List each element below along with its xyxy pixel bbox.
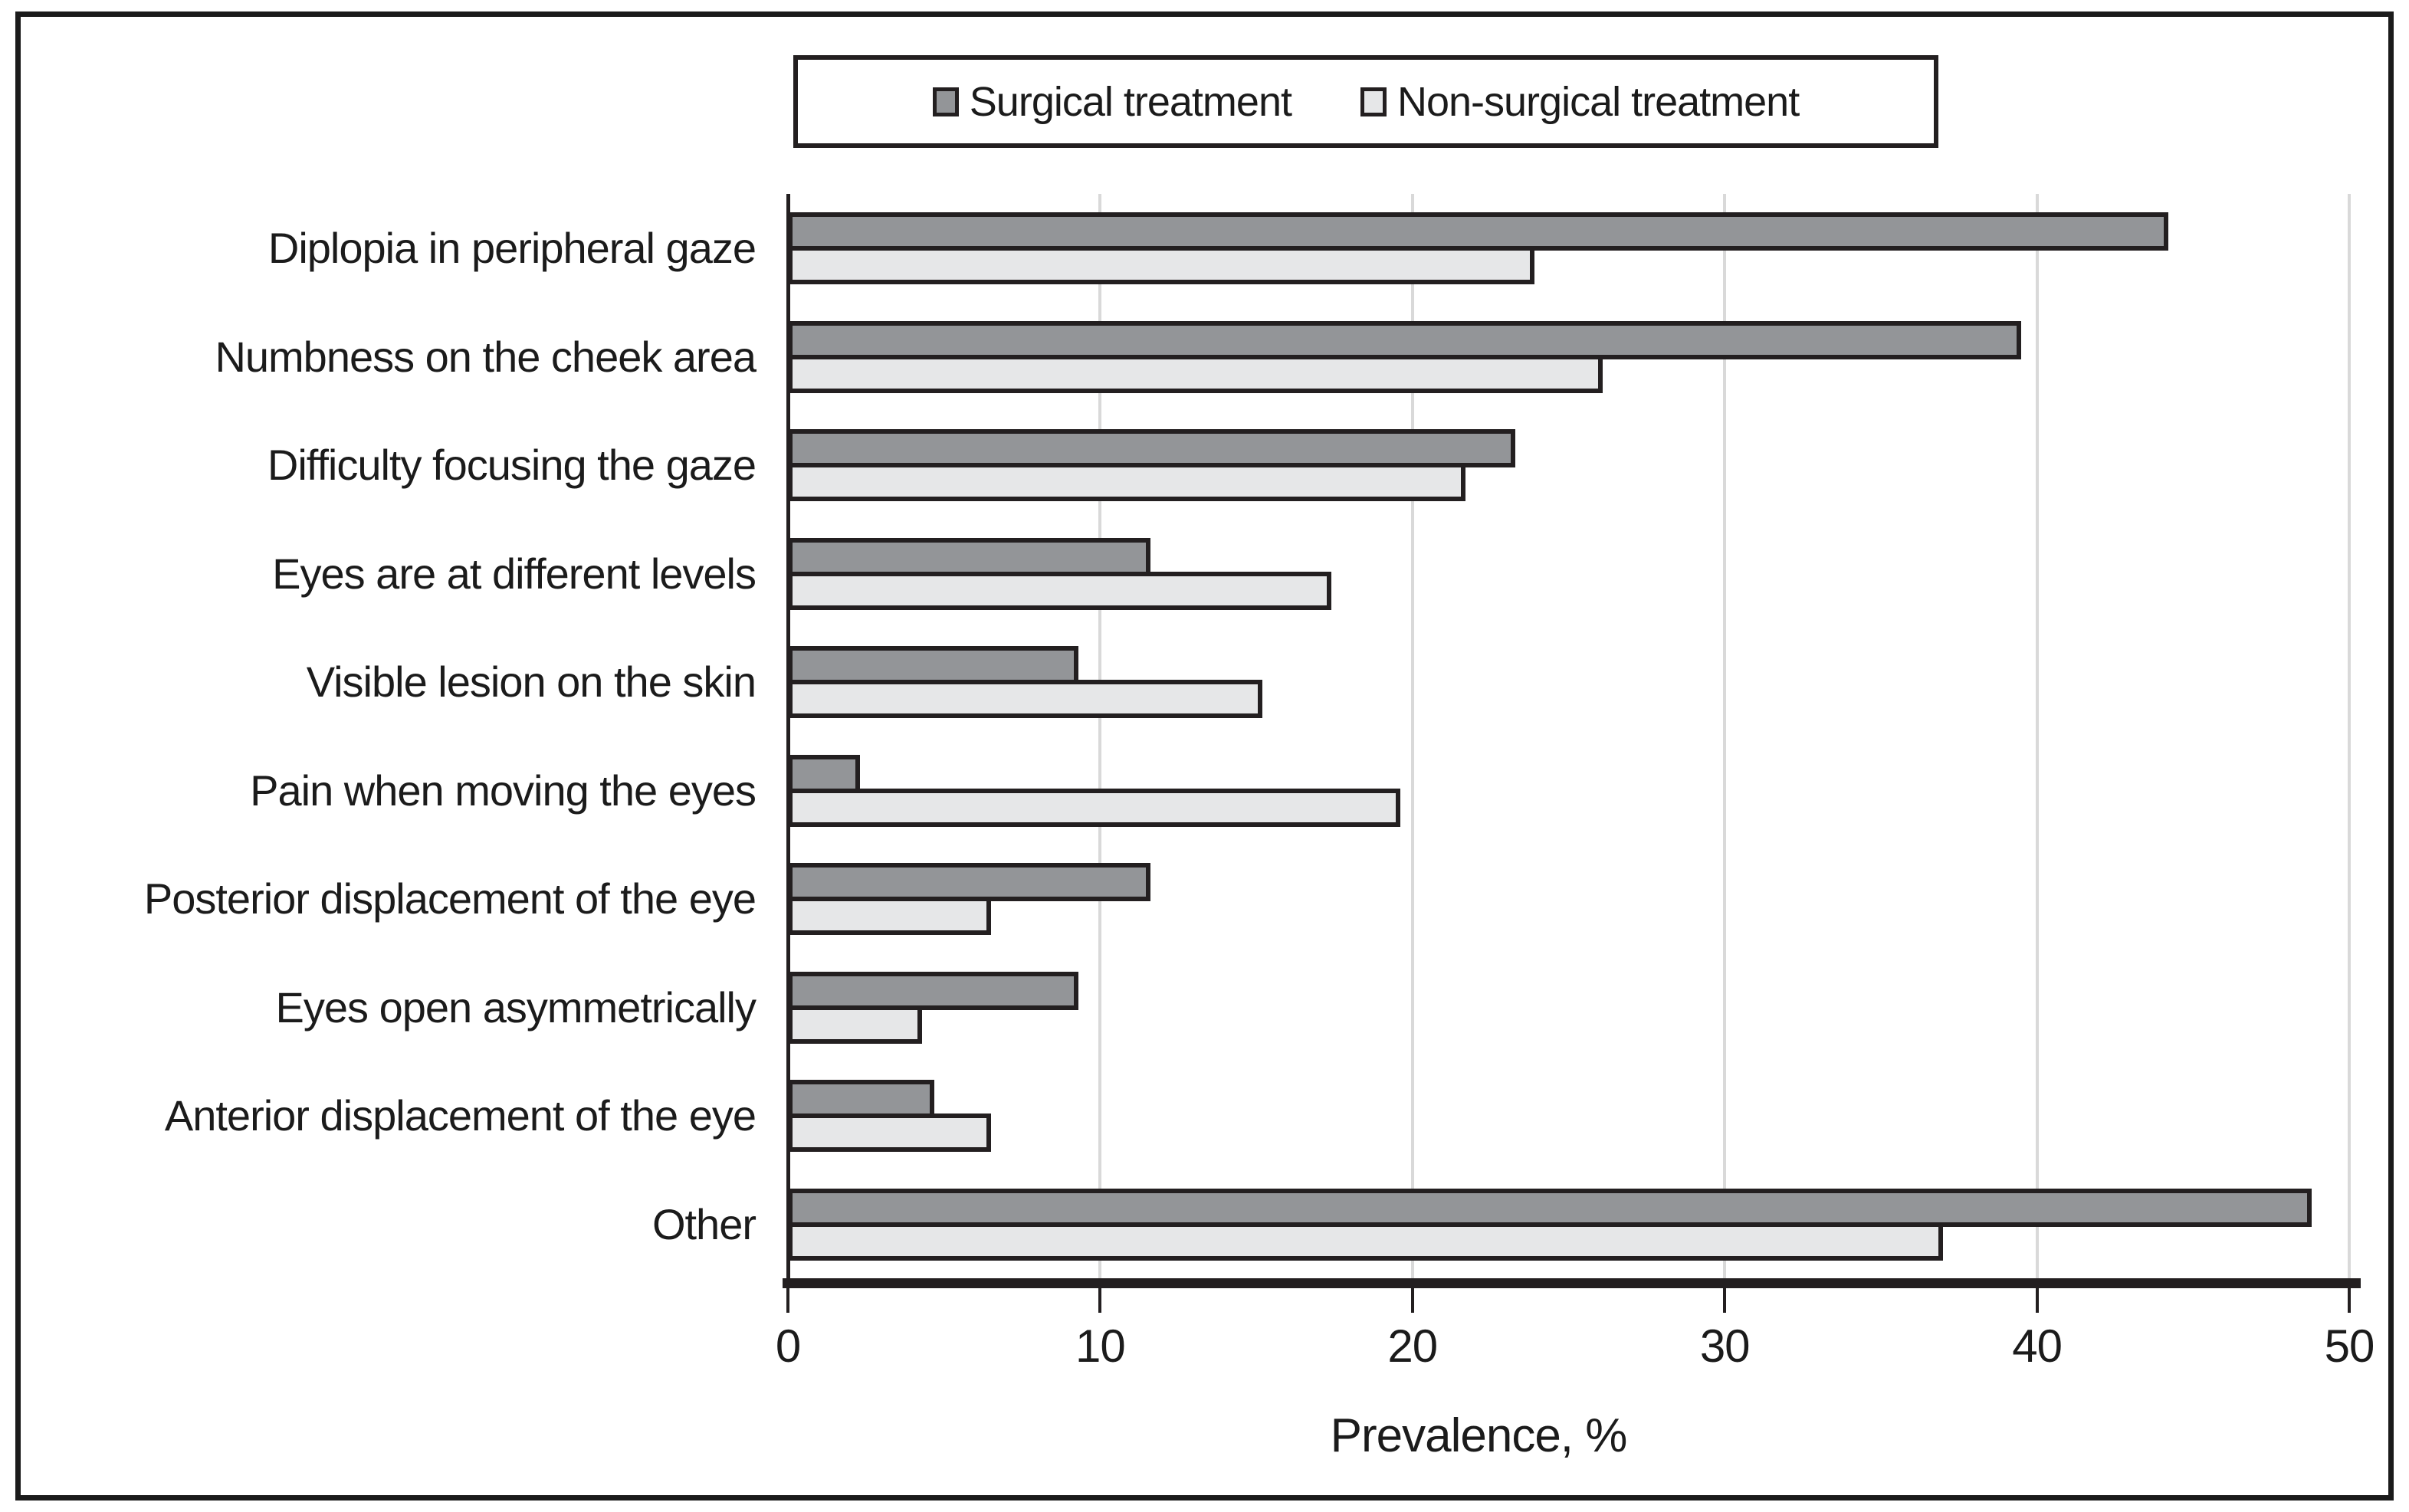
category-label-row: Numbness on the cheek area xyxy=(28,303,757,412)
category-label: Numbness on the cheek area xyxy=(215,332,757,381)
tick-label: 50 xyxy=(2324,1320,2375,1372)
bar-group xyxy=(788,953,2349,1062)
tick-mark xyxy=(1723,1288,1727,1313)
category-label-row: Eyes are at different levels xyxy=(28,520,757,628)
bar-surgical xyxy=(788,1188,2312,1227)
bar-non-surgical xyxy=(788,788,1400,827)
bar-surgical xyxy=(788,1080,935,1118)
bar-group xyxy=(788,628,2349,736)
bar-group xyxy=(788,411,2349,520)
category-label-row: Posterior displacement of the eye xyxy=(28,845,757,953)
bar-surgical xyxy=(788,971,1078,1010)
tick-label: 0 xyxy=(775,1320,801,1372)
legend-item-non-surgical: Non-surgical treatment xyxy=(1360,78,1800,126)
bar-groups xyxy=(788,194,2349,1278)
category-label: Other xyxy=(651,1199,757,1248)
tick-label: 20 xyxy=(1387,1320,1438,1372)
bar-group xyxy=(788,194,2349,303)
gridline xyxy=(2348,194,2351,1278)
bar-surgical xyxy=(788,537,1150,576)
tick-label: 30 xyxy=(1699,1320,1751,1372)
legend-item-surgical: Surgical treatment xyxy=(932,78,1292,126)
tick-mark xyxy=(2348,1288,2351,1313)
bar-surgical xyxy=(788,320,2022,359)
legend-label-non-surgical: Non-surgical treatment xyxy=(1396,78,1800,125)
legend-swatch-surgical xyxy=(932,87,959,116)
bar-surgical xyxy=(788,863,1150,901)
bar-group xyxy=(788,736,2349,845)
y-axis-line xyxy=(786,194,790,1288)
category-label-row: Visible lesion on the skin xyxy=(28,628,757,736)
bar-group xyxy=(788,1170,2349,1279)
legend: Surgical treatment Non-surgical treatmen… xyxy=(793,55,1938,148)
bar-surgical xyxy=(788,646,1078,684)
x-axis-line xyxy=(783,1278,2361,1288)
category-label-row: Anterior displacement of the eye xyxy=(28,1061,757,1170)
bar-group xyxy=(788,520,2349,628)
bar-non-surgical xyxy=(788,1222,1944,1261)
bar-surgical xyxy=(788,754,860,793)
bar-non-surgical xyxy=(788,571,1331,610)
tick-label: 40 xyxy=(2012,1320,2063,1372)
bar-non-surgical xyxy=(788,1114,991,1152)
category-label: Eyes are at different levels xyxy=(272,549,757,598)
category-label-row: Diplopia in peripheral gaze xyxy=(28,194,757,303)
bar-non-surgical xyxy=(788,246,1534,284)
bar-non-surgical xyxy=(788,897,991,935)
category-label: Pain when moving the eyes xyxy=(250,766,757,815)
gridline xyxy=(1410,194,1414,1278)
legend-label-surgical: Surgical treatment xyxy=(969,78,1292,125)
gridline xyxy=(1723,194,1727,1278)
category-label: Visible lesion on the skin xyxy=(306,658,757,707)
bar-non-surgical xyxy=(788,354,1603,393)
category-label: Anterior displacement of the eye xyxy=(164,1091,757,1140)
category-label: Eyes open asymmetrically xyxy=(275,982,757,1032)
tick-mark xyxy=(1410,1288,1414,1313)
tick-mark xyxy=(786,1288,789,1313)
tick-mark xyxy=(1098,1288,1102,1313)
bar-surgical xyxy=(788,212,2168,251)
bar-non-surgical xyxy=(788,1005,923,1044)
tick-mark xyxy=(2035,1288,2039,1313)
category-axis-labels: Diplopia in peripheral gaze Numbness on t… xyxy=(28,194,757,1279)
x-axis-title: Prevalence, % xyxy=(1330,1409,1628,1462)
bar-non-surgical xyxy=(788,463,1466,501)
plot-area xyxy=(788,194,2351,1278)
bar-group xyxy=(788,303,2349,412)
gridline xyxy=(2035,194,2039,1278)
bar-non-surgical xyxy=(788,680,1263,718)
category-label-row: Other xyxy=(28,1170,757,1279)
gridline xyxy=(1098,194,1102,1278)
category-label-row: Eyes open asymmetrically xyxy=(28,953,757,1062)
category-label: Difficulty focusing the gaze xyxy=(267,441,757,490)
tick-label: 10 xyxy=(1075,1320,1126,1372)
category-label: Posterior displacement of the eye xyxy=(143,874,757,923)
legend-swatch-non-surgical xyxy=(1360,87,1387,116)
category-label-row: Difficulty focusing the gaze xyxy=(28,411,757,520)
bar-surgical xyxy=(788,429,1516,467)
category-label: Diplopia in peripheral gaze xyxy=(267,224,757,273)
bar-group xyxy=(788,1061,2349,1170)
category-label-row: Pain when moving the eyes xyxy=(28,736,757,845)
bar-group xyxy=(788,845,2349,953)
